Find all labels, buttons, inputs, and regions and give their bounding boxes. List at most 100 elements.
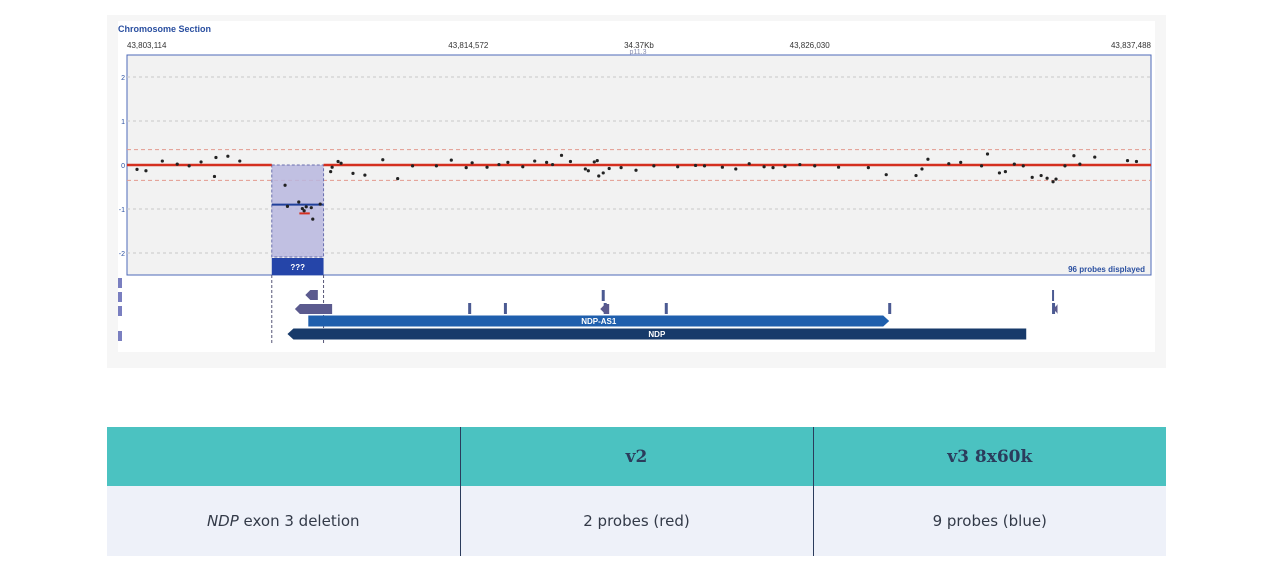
gene-label: NDP-AS1: [581, 317, 617, 326]
probe-point: [559, 153, 564, 157]
table-row: NDP exon 3 deletion 2 probes (red) 9 pro…: [107, 486, 1166, 556]
probe-point: [920, 167, 924, 171]
probe-comparison-table: v2 v3 8x60k NDP exon 3 deletion 2 probes…: [107, 427, 1166, 556]
gene-label: NDP: [648, 330, 666, 339]
probe-point: [135, 167, 139, 171]
probe-point: [506, 160, 510, 164]
x-tick-label: 43,837,488: [1111, 41, 1152, 50]
probe-point: [381, 158, 385, 162]
x-tick-label: 43,803,114: [127, 41, 167, 50]
probe-point: [652, 164, 656, 168]
probe-point: [607, 166, 611, 171]
probe-point: [592, 160, 596, 164]
y-tick-label: 2: [121, 75, 125, 82]
probe-point: [702, 164, 707, 168]
probe-point: [676, 165, 680, 169]
probe-point: [330, 165, 334, 169]
probe-point: [212, 174, 217, 179]
track-tick: [1052, 303, 1056, 314]
probe-point: [1093, 155, 1097, 159]
probe-point: [568, 159, 573, 164]
probe-point: [619, 166, 623, 170]
probe-point: [160, 159, 164, 163]
probe-point: [1003, 170, 1007, 174]
probe-points: [135, 152, 1139, 221]
header-empty-cell: [107, 427, 460, 486]
probe-point: [363, 173, 367, 177]
probe-point: [300, 206, 304, 211]
y-axis-ticks: 2 1 0 -1 -2: [119, 75, 125, 258]
probe-point: [771, 166, 775, 170]
gene-bar: [308, 315, 890, 327]
probe-point: [597, 174, 601, 178]
probe-point: [410, 164, 415, 168]
x-tick-label: 43,826,030: [790, 41, 831, 50]
probe-point: [836, 165, 841, 169]
deleted-region-box: [271, 164, 325, 258]
probe-point: [747, 162, 751, 166]
probe-point: [720, 165, 724, 169]
gene-tracks: NDP-AS1 NDP: [287, 290, 1059, 340]
probe-point: [329, 170, 333, 174]
probe-point: [434, 164, 438, 168]
header-v3: v3 8x60k: [812, 427, 1166, 486]
track-tick: [468, 303, 472, 314]
probe-point: [914, 173, 918, 178]
probe-point: [601, 171, 605, 175]
probe-point: [449, 158, 453, 162]
probe-point: [734, 167, 738, 171]
probe-point: [783, 164, 787, 168]
chromosome-section-panel: Chromosome Section 43,803,114 43,814,572 3…: [107, 15, 1166, 368]
probe-point: [583, 167, 587, 171]
probe-point: [470, 161, 474, 165]
probe-point: [586, 169, 590, 173]
probe-point: [283, 183, 287, 187]
v2-probes-cell: 2 probes (red): [459, 486, 813, 556]
probe-point: [979, 164, 984, 168]
probe-point: [199, 160, 203, 164]
probe-point: [1054, 177, 1058, 181]
probe-point: [997, 171, 1002, 175]
probe-point: [318, 202, 322, 206]
probe-point: [959, 160, 963, 164]
track-tick: [664, 303, 668, 314]
y-tick-label: -1: [119, 207, 125, 214]
probe-point: [309, 206, 313, 210]
exon-glyph: [600, 304, 610, 314]
probe-point: [634, 168, 638, 172]
probe-point: [302, 209, 306, 213]
deleted-region-label: ???: [290, 263, 305, 272]
chromosome-chart: Chromosome Section 43,803,114 43,814,572 3…: [118, 21, 1155, 352]
probe-point: [175, 162, 179, 166]
exon-glyph: [294, 304, 333, 314]
probe-point: [813, 164, 817, 168]
probe-point: [214, 155, 218, 160]
probe-point: [351, 171, 355, 175]
track-side-mark: [118, 331, 122, 341]
deleted-region-label-box: [271, 258, 324, 275]
probe-point: [521, 165, 525, 169]
probe-point: [336, 159, 340, 164]
y-tick-label: 1: [121, 119, 125, 126]
probe-point: [1072, 154, 1076, 158]
probe-point: [1051, 180, 1055, 184]
probe-point: [1039, 173, 1043, 178]
track-side-mark: [118, 306, 122, 316]
probe-point: [1063, 164, 1067, 168]
x-tick-label: 43,814,572: [448, 41, 489, 50]
probe-point: [1125, 159, 1130, 163]
x-axis-ticks: 43,803,114 43,814,572 34.37Kb 43,826,030 43,…: [127, 41, 1152, 50]
probe-point: [693, 163, 698, 168]
track-side-labels: [118, 278, 122, 341]
probe-point: [762, 165, 766, 169]
track-tick: [1052, 290, 1055, 301]
probe-point: [1078, 162, 1082, 166]
probe-point: [226, 154, 230, 158]
probe-point: [1021, 164, 1025, 168]
probe-point: [396, 177, 400, 181]
x-tick-label: 34.37Kb: [624, 41, 654, 50]
probe-point: [884, 173, 888, 177]
track-tick: [503, 303, 507, 314]
band-label: p11.3: [630, 49, 647, 56]
probe-point: [1030, 175, 1034, 179]
